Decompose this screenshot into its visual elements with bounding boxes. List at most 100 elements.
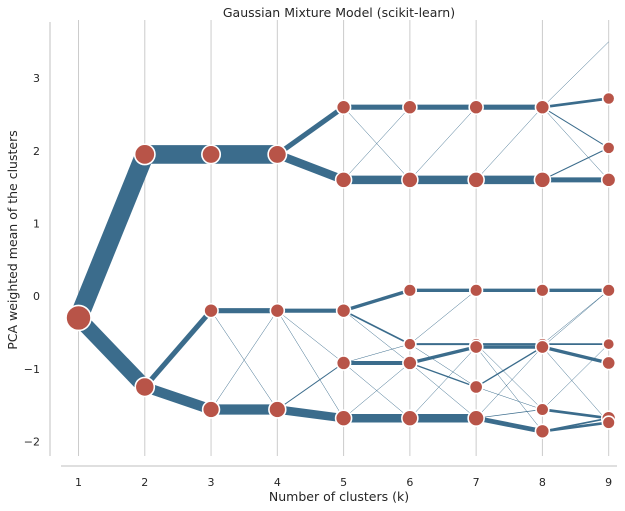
- cluster-node-k7-21: [467, 171, 485, 189]
- edge-15: [276, 405, 345, 423]
- cluster-node-k8-29: [535, 283, 550, 298]
- edge-20: [343, 107, 411, 181]
- cluster-node-k2-1: [133, 143, 156, 166]
- edge-53: [475, 346, 543, 419]
- cluster-node-k3-3: [201, 144, 222, 165]
- y-tick-label--1: −1: [24, 363, 40, 376]
- edge-35: [409, 290, 477, 345]
- x-tick-label-8: 8: [539, 476, 546, 489]
- edge-16: [277, 362, 344, 410]
- edge-4: [143, 382, 213, 415]
- cluster-node-k8-27: [534, 99, 551, 115]
- edge-63: [542, 345, 610, 365]
- edge-69: [542, 417, 609, 433]
- edge-38: [409, 362, 477, 419]
- y-tick-label-2: 2: [33, 145, 40, 158]
- x-tick-label-1: 1: [75, 476, 82, 489]
- edge-22: [343, 309, 411, 345]
- edge-49: [475, 346, 543, 388]
- cluster-node-k9-39: [601, 355, 617, 371]
- edge-54: [542, 97, 609, 109]
- y-axis-label: PCA weighted mean of the clusters: [5, 130, 20, 350]
- cluster-node-k4-8: [268, 400, 287, 419]
- cluster-node-k6-14: [402, 99, 418, 115]
- cluster-node-k6-16: [402, 283, 418, 298]
- x-tick-label-6: 6: [406, 476, 413, 489]
- chart-title: Gaussian Mixture Model (scikit-learn): [223, 5, 455, 20]
- edge-64: [542, 346, 609, 423]
- edge-34: [409, 343, 477, 388]
- edge-14: [277, 310, 344, 419]
- edge-46: [475, 343, 543, 410]
- cluster-node-k9-34: [601, 91, 616, 106]
- cluster-node-k6-19: [401, 409, 419, 428]
- edge-57: [542, 107, 609, 181]
- cluster-node-k8-31: [534, 339, 550, 355]
- edge-9: [210, 310, 278, 410]
- cluster-node-k4-6: [267, 144, 288, 165]
- edge-43: [475, 107, 543, 181]
- y-tick-label--2: −2: [24, 435, 40, 448]
- cluster-node-k8-32: [535, 402, 550, 417]
- cluster-node-k7-22: [468, 283, 484, 298]
- y-tick-label-3: 3: [33, 72, 40, 85]
- edge-37: [409, 362, 477, 388]
- cluster-node-k4-7: [269, 302, 286, 319]
- cluster-node-k6-18: [402, 355, 418, 371]
- cluster-node-k5-11: [335, 302, 352, 319]
- cluster-node-k9-41: [601, 415, 616, 430]
- cluster-transition-edges: [69, 41, 610, 434]
- cluster-node-k5-12: [335, 355, 352, 371]
- edge-56: [542, 41, 609, 108]
- cluster-node-k8-28: [533, 171, 552, 189]
- x-tick-label-4: 4: [274, 476, 281, 489]
- edge-36: [409, 345, 477, 365]
- tick-labels: 1 2 3 4 5 6 7 8 9 −2 −1 0 1 2 3: [24, 72, 612, 489]
- edge-51: [475, 415, 543, 434]
- edge-28: [343, 362, 411, 419]
- edge-50: [476, 386, 543, 410]
- cluster-node-k9-37: [601, 283, 616, 298]
- cluster-node-k3-4: [203, 302, 219, 319]
- edge-59: [542, 147, 609, 181]
- x-tick-label-2: 2: [141, 476, 148, 489]
- cluster-node-k7-25: [468, 379, 484, 395]
- cluster-node-k7-24: [468, 339, 484, 355]
- edge-52: [476, 409, 543, 419]
- edge-62: [542, 290, 609, 345]
- edge-65: [542, 290, 609, 348]
- cluster-node-k5-9: [335, 99, 352, 115]
- x-tick-label-3: 3: [208, 476, 215, 489]
- cluster-node-k9-38: [602, 337, 616, 351]
- axes: [49, 22, 617, 467]
- cluster-node-k6-15: [401, 171, 419, 189]
- cluster-node-k9-35: [601, 141, 616, 155]
- edge-25: [343, 343, 410, 364]
- edge-23: [343, 310, 411, 364]
- cluster-node-k5-10: [334, 171, 353, 189]
- cluster-node-k7-26: [467, 409, 485, 428]
- cluster-node-k3-5: [201, 400, 221, 419]
- x-tick-label-5: 5: [340, 476, 347, 489]
- x-axis-label: Number of clusters (k): [269, 489, 409, 504]
- cluster-node-k9-36: [600, 172, 617, 188]
- y-tick-label-1: 1: [33, 217, 40, 230]
- edge-11: [275, 150, 346, 184]
- cluster-node-k1-0: [65, 304, 92, 332]
- edge-31: [409, 107, 477, 181]
- cluster-node-k7-20: [468, 99, 484, 115]
- cluster-node-k5-13: [334, 409, 353, 428]
- x-tick-label-9: 9: [605, 476, 612, 489]
- cluster-node-k2-2: [134, 376, 156, 398]
- cluster-node-k6-17: [403, 337, 417, 351]
- edge-1: [72, 312, 151, 393]
- edge-21: [343, 288, 411, 313]
- edge-40: [409, 346, 477, 419]
- edge-67: [542, 343, 609, 410]
- edge-13: [277, 310, 344, 364]
- edge-55: [542, 106, 609, 149]
- y-tick-label-0: 0: [33, 290, 40, 303]
- edge-10: [275, 105, 346, 157]
- cluster-nodes: [65, 91, 617, 440]
